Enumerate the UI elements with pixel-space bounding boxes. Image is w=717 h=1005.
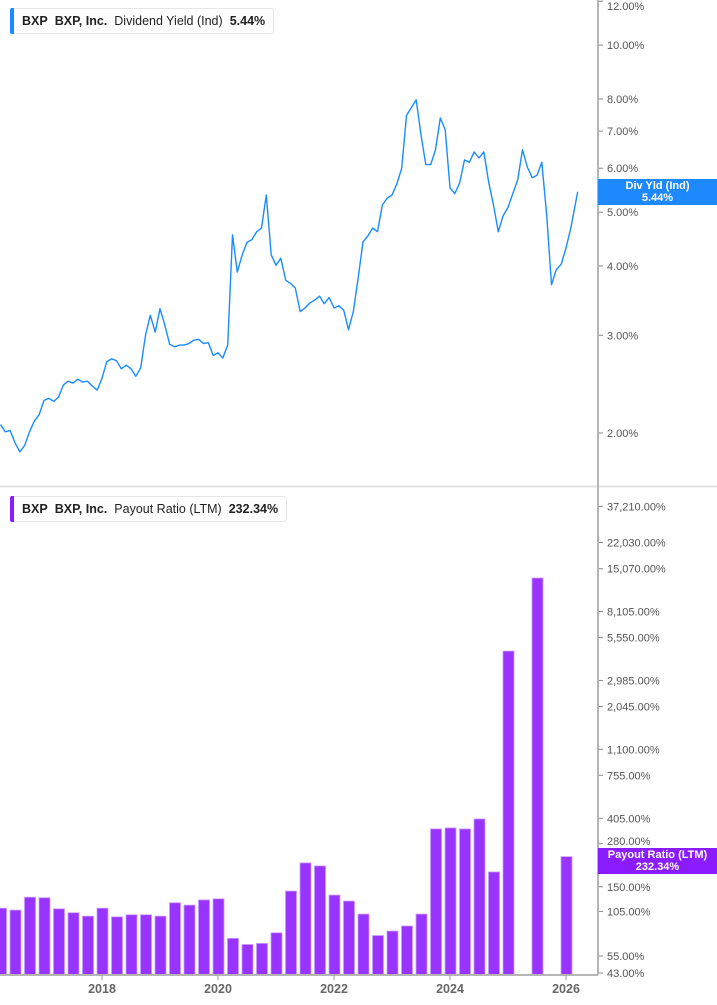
y-tick-label: 150.00% xyxy=(607,882,651,894)
payout-ratio-bar xyxy=(285,890,297,976)
badge-value: 5.44% xyxy=(641,192,674,204)
payout-ratio-bar xyxy=(299,862,312,976)
legend-ticker: BXP xyxy=(22,14,48,28)
y-tick-label: 37,210.00% xyxy=(607,501,666,513)
payout-ratio-bar xyxy=(169,902,181,976)
payout-ratio-bar xyxy=(111,916,123,976)
y-tick-label: 3.00% xyxy=(607,330,638,342)
y-tick-label: 10.00% xyxy=(607,40,645,52)
dividend-yield-badge: Div Yld (Ind) 5.44% xyxy=(598,179,717,205)
payout-ratio-badge: Payout Ratio (LTM) 232.34% xyxy=(598,848,717,874)
y-tick-label: 8,105.00% xyxy=(607,607,660,619)
y-tick-label: 105.00% xyxy=(607,906,651,918)
y-tick-label: 7.00% xyxy=(607,126,638,138)
payout-ratio-bar xyxy=(140,914,152,976)
x-tick-label: 2026 xyxy=(552,982,580,996)
payout-ratio-bar xyxy=(328,894,341,976)
dividend-yield-plot xyxy=(0,99,579,453)
payout-ratio-bar xyxy=(357,913,370,976)
payout-ratio-bar xyxy=(198,899,210,976)
payout-ratio-bar xyxy=(67,912,80,976)
y-tick-label: 2,045.00% xyxy=(607,702,660,714)
x-tick-label: 2018 xyxy=(88,982,116,996)
payout-ratio-bar xyxy=(96,907,109,976)
payout-ratio-bar xyxy=(125,914,138,976)
payout-ratio-bar xyxy=(372,935,384,976)
payout-ratio-bar xyxy=(444,827,457,976)
payout-ratio-bar xyxy=(24,896,36,976)
payout-ratio-bar xyxy=(430,828,442,976)
y-tick-label: 43.00% xyxy=(607,968,645,980)
y-tick-label: 280.00% xyxy=(607,836,651,848)
payout-ratio-bar xyxy=(488,871,500,976)
y-tick-label: 15,070.00% xyxy=(607,564,666,576)
legend-value: 232.34% xyxy=(228,502,279,516)
dividend-yield-line xyxy=(0,99,579,453)
y-tick-label: 755.00% xyxy=(607,770,651,782)
legend-ticker: BXP xyxy=(22,502,48,516)
payout-ratio-bar xyxy=(53,908,65,976)
badge-label: Div Yld (Ind) xyxy=(625,180,690,192)
y-tick-label: 22,030.00% xyxy=(607,538,666,550)
payout-ratio-bar xyxy=(314,865,326,976)
series-color-marker xyxy=(10,8,14,34)
payout-ratio-bar xyxy=(343,900,355,976)
payout-ratio-bar xyxy=(241,944,254,976)
payout-ratio-bar xyxy=(415,913,428,976)
payout-ratio-bar xyxy=(82,915,94,976)
payout-ratio-bar xyxy=(270,932,283,976)
bottom-legend: BXP BXP, Inc. Payout Ratio (LTM) 232.34% xyxy=(10,496,288,522)
payout-ratio-bar xyxy=(212,898,225,976)
payout-ratio-bar xyxy=(256,943,268,976)
legend-metric: Dividend Yield (Ind) xyxy=(114,14,223,28)
badge-value: 232.34% xyxy=(635,861,680,873)
top-legend: BXP BXP, Inc. Dividend Yield (Ind) 5.44% xyxy=(10,8,275,34)
y-tick-label: 8.00% xyxy=(607,94,638,106)
legend-company: BXP, Inc. xyxy=(54,14,108,28)
y-tick-label: 12.00% xyxy=(607,1,645,13)
x-axis: 2018 2020 2022 2024 2026 xyxy=(88,975,580,996)
payout-ratio-bar xyxy=(473,818,486,976)
payout-ratio-plot xyxy=(0,577,573,976)
y-tick-label: 1,100.00% xyxy=(607,744,660,756)
payout-ratio-bar xyxy=(401,925,413,976)
payout-ratio-bar xyxy=(459,828,471,976)
legend-value: 5.44% xyxy=(229,14,266,28)
top-y-axis: 12.00% 10.00% 8.00% 7.00% 6.00% 5.00% 4.00% 3.0… xyxy=(599,0,645,440)
y-tick-label: 55.00% xyxy=(607,951,645,963)
bottom-y-axis: 37,210.00% 22,030.00% 15,070.00% 8,105.00% 5… xyxy=(599,501,666,980)
y-tick-label: 2.00% xyxy=(607,428,638,440)
y-tick-label: 6.00% xyxy=(607,163,638,175)
x-tick-label: 2022 xyxy=(320,982,348,996)
x-tick-label: 2024 xyxy=(436,982,464,996)
payout-ratio-bar xyxy=(502,650,515,976)
payout-ratio-bar xyxy=(0,907,7,976)
y-tick-label: 405.00% xyxy=(607,813,651,825)
legend-metric: Payout Ratio (LTM) xyxy=(114,502,222,516)
y-tick-label: 4.00% xyxy=(607,261,638,273)
series-color-marker xyxy=(10,496,14,522)
y-tick-label: 2,985.00% xyxy=(607,675,660,687)
x-tick-label: 2020 xyxy=(204,982,232,996)
legend-company: BXP, Inc. xyxy=(54,502,108,516)
payout-ratio-bar xyxy=(386,930,399,976)
payout-ratio-bar xyxy=(183,904,196,976)
badge-label: Payout Ratio (LTM) xyxy=(607,849,708,861)
payout-ratio-bar xyxy=(560,856,573,976)
y-tick-label: 5.00% xyxy=(607,207,638,219)
y-tick-label: 5,550.00% xyxy=(607,633,660,645)
payout-ratio-bar xyxy=(531,577,544,976)
payout-ratio-bar xyxy=(9,909,22,976)
payout-ratio-bar xyxy=(154,915,167,976)
payout-ratio-bar xyxy=(38,897,51,976)
payout-ratio-bar xyxy=(227,937,239,976)
